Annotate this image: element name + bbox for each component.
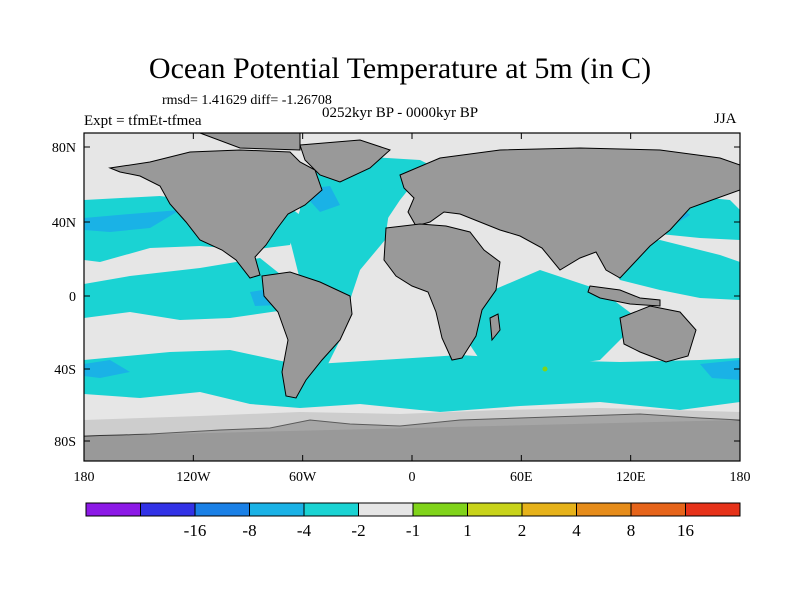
colorbar-swatch	[85, 502, 141, 517]
colorbar-label: 2	[518, 521, 527, 540]
colorbar-label: 4	[572, 521, 581, 540]
australia	[619, 305, 697, 363]
axis-ticks	[83, 133, 741, 461]
colorbar-label: -2	[351, 521, 365, 540]
map-title: Ocean Potential Temperature at 5m (in C)	[148, 52, 652, 85]
lat-tick-label: 40N	[52, 216, 76, 231]
colorbar-swatch	[521, 502, 577, 517]
warming-speck	[542, 366, 548, 372]
lon-tick-label: 60E	[510, 470, 533, 485]
lon-tick-label: 60W	[289, 470, 317, 485]
north-america	[108, 149, 323, 279]
arctic-land	[199, 133, 301, 151]
antarctic-margin	[84, 408, 740, 436]
map-plot-area	[84, 133, 740, 461]
lon-tick-label: 120W	[176, 470, 211, 485]
colorbar-swatch	[412, 502, 468, 517]
colorbar-label: 1	[463, 521, 472, 540]
colorbar-swatch	[303, 502, 359, 517]
colorbar-labels: -16 -8 -4 -2 -1 1 2 4 8 16	[184, 521, 694, 540]
lon-tick-label: 120E	[616, 470, 646, 485]
colorbar-label: 16	[677, 521, 694, 540]
colorbar-swatch	[576, 502, 632, 517]
africa	[383, 223, 501, 361]
colorbar-swatch	[249, 502, 305, 517]
period-label: 0252kyr BP - 0000kyr BP	[322, 105, 479, 121]
colorbar-label: -4	[297, 521, 312, 540]
lon-tick-label: 180	[74, 470, 95, 485]
eurasia	[399, 147, 740, 279]
lat-tick-label: 80N	[52, 141, 76, 156]
madagascar	[489, 313, 501, 342]
axis-tick-labels: 80N 40N 0 40S 80S 180 120W 60W 0 60E 120E 180	[52, 141, 751, 485]
lon-tick-label: 180	[730, 470, 751, 485]
greenland	[299, 139, 391, 183]
lat-tick-label: 40S	[54, 363, 76, 378]
rmsd-diff-stats: rmsd= 1.41629 diff= -1.26708	[162, 93, 332, 108]
colorbar-swatch	[194, 502, 250, 517]
season-label: JJA	[714, 111, 737, 127]
experiment-label: Expt = tfmEt-tfmea	[84, 113, 202, 129]
colorbar-label: 8	[627, 521, 636, 540]
colorbar-label: -16	[184, 521, 207, 540]
colorbar-swatch	[467, 502, 523, 517]
lat-tick-label: 80S	[54, 435, 76, 450]
colorbar	[85, 502, 741, 517]
lat-tick-label: 0	[69, 290, 76, 305]
lon-tick-label: 0	[409, 470, 416, 485]
colorbar-swatch	[630, 502, 686, 517]
colorbar-label: -1	[406, 521, 420, 540]
landmasses	[84, 133, 740, 461]
colorbar-swatch	[358, 502, 414, 517]
maritime-continent	[587, 285, 661, 307]
colorbar-swatch	[685, 502, 741, 517]
south-america	[261, 271, 353, 399]
colorbar-swatch	[140, 502, 196, 517]
colorbar-label: -8	[242, 521, 256, 540]
